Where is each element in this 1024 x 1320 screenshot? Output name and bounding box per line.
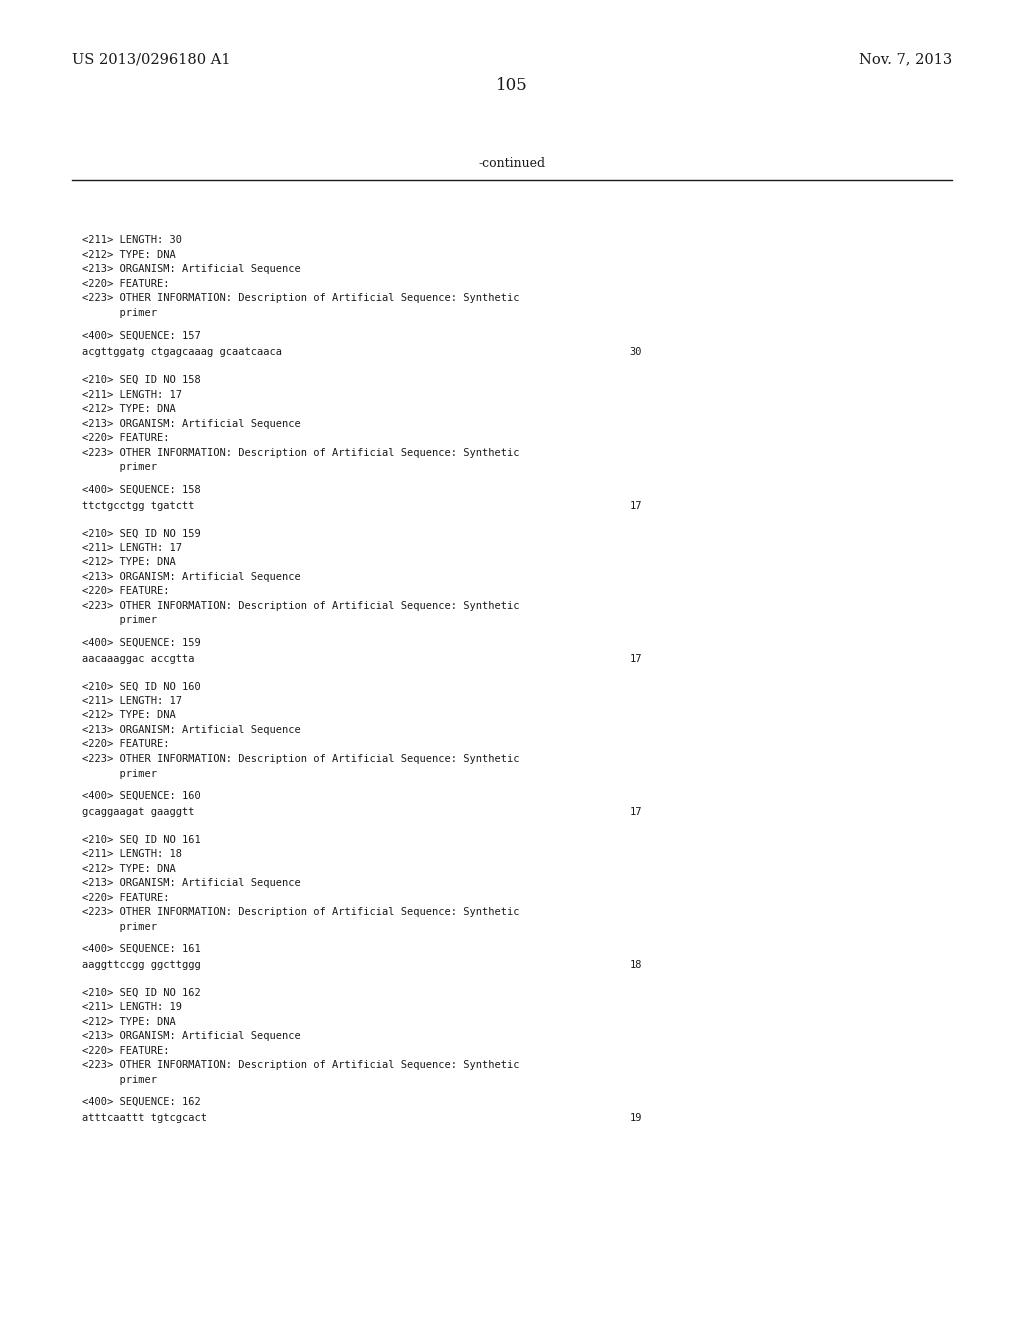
Text: <213> ORGANISM: Artificial Sequence: <213> ORGANISM: Artificial Sequence: [82, 572, 301, 582]
Text: <211> LENGTH: 17: <211> LENGTH: 17: [82, 696, 182, 706]
Text: <400> SEQUENCE: 160: <400> SEQUENCE: 160: [82, 791, 201, 801]
Text: primer: primer: [82, 768, 157, 779]
Text: <220> FEATURE:: <220> FEATURE:: [82, 892, 169, 903]
Text: <210> SEQ ID NO 162: <210> SEQ ID NO 162: [82, 987, 201, 998]
Text: <213> ORGANISM: Artificial Sequence: <213> ORGANISM: Artificial Sequence: [82, 725, 301, 735]
Text: <223> OTHER INFORMATION: Description of Artificial Sequence: Synthetic: <223> OTHER INFORMATION: Description of …: [82, 754, 519, 764]
Text: <210> SEQ ID NO 158: <210> SEQ ID NO 158: [82, 375, 201, 385]
Text: 17: 17: [630, 807, 642, 817]
Text: <212> TYPE: DNA: <212> TYPE: DNA: [82, 1016, 176, 1027]
Text: 18: 18: [630, 960, 642, 970]
Text: <213> ORGANISM: Artificial Sequence: <213> ORGANISM: Artificial Sequence: [82, 418, 301, 429]
Text: <213> ORGANISM: Artificial Sequence: <213> ORGANISM: Artificial Sequence: [82, 1031, 301, 1041]
Text: 30: 30: [630, 347, 642, 358]
Text: <223> OTHER INFORMATION: Description of Artificial Sequence: Synthetic: <223> OTHER INFORMATION: Description of …: [82, 601, 519, 611]
Text: <400> SEQUENCE: 158: <400> SEQUENCE: 158: [82, 484, 201, 495]
Text: <223> OTHER INFORMATION: Description of Artificial Sequence: Synthetic: <223> OTHER INFORMATION: Description of …: [82, 1060, 519, 1071]
Text: <220> FEATURE:: <220> FEATURE:: [82, 739, 169, 750]
Text: <400> SEQUENCE: 157: <400> SEQUENCE: 157: [82, 330, 201, 341]
Text: <211> LENGTH: 17: <211> LENGTH: 17: [82, 389, 182, 400]
Text: acgttggatg ctgagcaaag gcaatcaaca: acgttggatg ctgagcaaag gcaatcaaca: [82, 347, 282, 358]
Text: 17: 17: [630, 653, 642, 664]
Text: <220> FEATURE:: <220> FEATURE:: [82, 433, 169, 444]
Text: atttcaattt tgtcgcact: atttcaattt tgtcgcact: [82, 1113, 207, 1123]
Text: <223> OTHER INFORMATION: Description of Artificial Sequence: Synthetic: <223> OTHER INFORMATION: Description of …: [82, 907, 519, 917]
Text: <212> TYPE: DNA: <212> TYPE: DNA: [82, 557, 176, 568]
Text: primer: primer: [82, 921, 157, 932]
Text: 19: 19: [630, 1113, 642, 1123]
Text: <210> SEQ ID NO 160: <210> SEQ ID NO 160: [82, 681, 201, 692]
Text: Nov. 7, 2013: Nov. 7, 2013: [859, 53, 952, 66]
Text: primer: primer: [82, 308, 157, 318]
Text: primer: primer: [82, 1074, 157, 1085]
Text: aaggttccgg ggcttggg: aaggttccgg ggcttggg: [82, 960, 201, 970]
Text: <211> LENGTH: 18: <211> LENGTH: 18: [82, 849, 182, 859]
Text: aacaaaggac accgtta: aacaaaggac accgtta: [82, 653, 195, 664]
Text: primer: primer: [82, 462, 157, 473]
Text: <400> SEQUENCE: 159: <400> SEQUENCE: 159: [82, 638, 201, 648]
Text: <211> LENGTH: 19: <211> LENGTH: 19: [82, 1002, 182, 1012]
Text: <212> TYPE: DNA: <212> TYPE: DNA: [82, 249, 176, 260]
Text: US 2013/0296180 A1: US 2013/0296180 A1: [72, 53, 230, 66]
Text: 105: 105: [496, 78, 528, 94]
Text: <213> ORGANISM: Artificial Sequence: <213> ORGANISM: Artificial Sequence: [82, 264, 301, 275]
Text: <220> FEATURE:: <220> FEATURE:: [82, 1045, 169, 1056]
Text: <211> LENGTH: 30: <211> LENGTH: 30: [82, 235, 182, 246]
Text: <400> SEQUENCE: 162: <400> SEQUENCE: 162: [82, 1097, 201, 1107]
Text: <210> SEQ ID NO 159: <210> SEQ ID NO 159: [82, 528, 201, 539]
Text: <210> SEQ ID NO 161: <210> SEQ ID NO 161: [82, 834, 201, 845]
Text: <212> TYPE: DNA: <212> TYPE: DNA: [82, 710, 176, 721]
Text: <220> FEATURE:: <220> FEATURE:: [82, 279, 169, 289]
Text: primer: primer: [82, 615, 157, 626]
Text: <213> ORGANISM: Artificial Sequence: <213> ORGANISM: Artificial Sequence: [82, 878, 301, 888]
Text: <212> TYPE: DNA: <212> TYPE: DNA: [82, 404, 176, 414]
Text: ttctgcctgg tgatctt: ttctgcctgg tgatctt: [82, 500, 195, 511]
Text: <220> FEATURE:: <220> FEATURE:: [82, 586, 169, 597]
Text: gcaggaagat gaaggtt: gcaggaagat gaaggtt: [82, 807, 195, 817]
Text: <223> OTHER INFORMATION: Description of Artificial Sequence: Synthetic: <223> OTHER INFORMATION: Description of …: [82, 447, 519, 458]
Text: <212> TYPE: DNA: <212> TYPE: DNA: [82, 863, 176, 874]
Text: <223> OTHER INFORMATION: Description of Artificial Sequence: Synthetic: <223> OTHER INFORMATION: Description of …: [82, 293, 519, 304]
Text: <400> SEQUENCE: 161: <400> SEQUENCE: 161: [82, 944, 201, 954]
Text: <211> LENGTH: 17: <211> LENGTH: 17: [82, 543, 182, 553]
Text: 17: 17: [630, 500, 642, 511]
Text: -continued: -continued: [478, 157, 546, 170]
